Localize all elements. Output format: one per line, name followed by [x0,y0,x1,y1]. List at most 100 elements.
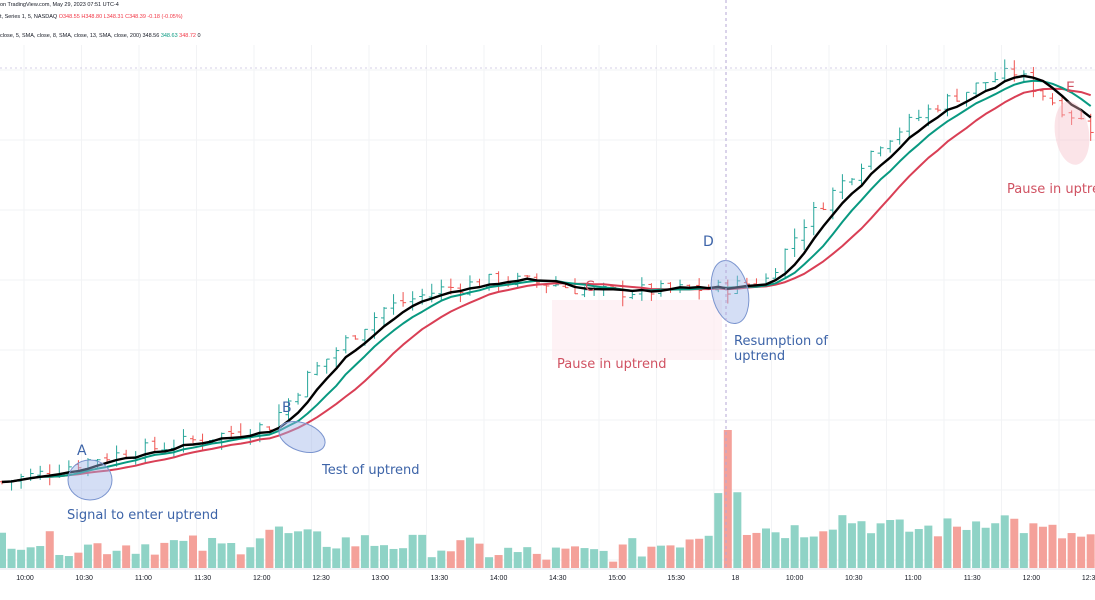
volume-bar [1048,524,1057,568]
volume-bar [943,518,952,568]
volume-bar [399,548,408,568]
volume-bar [141,544,150,568]
volume-bar [819,531,828,568]
volume-bar [733,492,742,568]
ohlc-bar [848,177,855,186]
volume-bar [0,532,6,568]
volume-bar [131,553,140,568]
label-a: A [77,443,87,459]
volume-bar [7,548,16,568]
volume-bar [246,547,255,568]
highlights [552,300,722,360]
volume-bar [781,538,790,568]
volume-bar [771,532,780,568]
volume-bar [895,519,904,568]
label-e: E [1066,80,1075,96]
change-value: -0.18 (-0.05%) [147,14,183,20]
x-tick-label: 18 [732,575,740,582]
ohlc-bar [323,358,330,374]
volume-bar [656,545,665,568]
ohlc-bar [142,438,149,464]
ohlc-bar [906,113,913,139]
volume-bar [714,493,723,568]
label-b: B [282,400,292,416]
x-tick-label: 15:00 [608,575,626,582]
volume-bar [370,545,379,568]
x-tick-label: 11:00 [135,575,152,582]
ohlc-bar [896,127,903,145]
volume-bar [1077,536,1086,568]
ohlc-bar [1078,110,1085,120]
volume-bar [198,550,207,568]
ohlc-bar [381,306,387,327]
ohlc-bar [954,88,960,102]
label-d-desc1: Resumption of [734,334,828,349]
volume-bar [523,547,532,568]
symbol-label: t, Series 1, 5, NASDAQ [0,14,58,20]
chart-source-line: on TradingView.com, May 29, 2023 07:51 U… [0,2,119,8]
volume-bar [112,550,121,568]
volume-bar [332,548,341,568]
volume-bar [685,539,694,568]
volume-bar [618,544,627,568]
ohlc-bar [839,174,846,200]
volume-bar [1038,526,1047,568]
volume-bar [169,540,178,568]
ohlc-bar [810,201,817,236]
volume-bar [45,531,54,568]
ohlc-bar [457,283,464,303]
volume-bar [322,546,331,568]
open-value: O348.55 [58,14,80,20]
volume-bar [886,520,895,568]
ohlc-bar [1087,113,1094,141]
volume-bar [962,529,971,568]
ohlc-bar [629,291,636,300]
label-a-desc: Signal to enter uptrend [67,508,218,523]
ohlc-bar [333,347,340,367]
volume-bar [905,531,914,568]
volume-bar [351,546,360,568]
volume-bar [274,526,283,568]
volume-bar [914,529,923,568]
ohlc-bar [342,335,349,354]
ma2-value: 348.63 [160,33,178,39]
label-b-desc: Test of uptrend [321,463,420,478]
volume-bar [294,531,303,568]
volume-bar [446,551,455,568]
volume-bar [1067,533,1076,568]
ohlc-bar [877,146,884,157]
volume-bar [494,555,503,568]
ohlc-bar [1068,110,1075,125]
volume-bar [1010,518,1019,568]
volume-bar [179,540,188,568]
ohlc-bar [734,275,741,295]
volume-bar [208,537,217,568]
close-value: C348.39 [125,14,146,20]
volume-bar [695,538,704,568]
volume-bar [953,526,961,568]
x-tick-label: 13:00 [371,575,389,582]
sma-slow-line [1,87,1092,483]
volume-bar [1058,538,1067,568]
ohlc-bar [801,219,808,250]
volume-bar [189,535,197,568]
ohlc-bar [543,284,550,294]
volume-bar [590,549,599,568]
source-text: on TradingView.com, May 29, 2023 07:51 U… [0,2,119,8]
label-c: C [585,279,595,295]
ohlc-bar [400,292,407,307]
volume-bar [341,537,350,568]
high-value: H348.80 [81,14,103,20]
volume-bar [637,556,646,568]
moving-averages [1,74,1092,484]
volume-bar [456,540,465,568]
ohlc-bar [151,436,158,454]
ohlc-bar [934,104,941,113]
indicator-legend: close, 5, SMA, close, 8, SMA, close, 13,… [0,33,201,39]
volume-bar [1000,515,1009,568]
time-axis: 10:00 10:30 11:00 11:30 12:00 12:30 13:00 13:30… [0,568,1095,582]
volume-bar [437,550,446,568]
ma4-value: 0 [197,33,201,39]
volume-bar [475,543,484,568]
